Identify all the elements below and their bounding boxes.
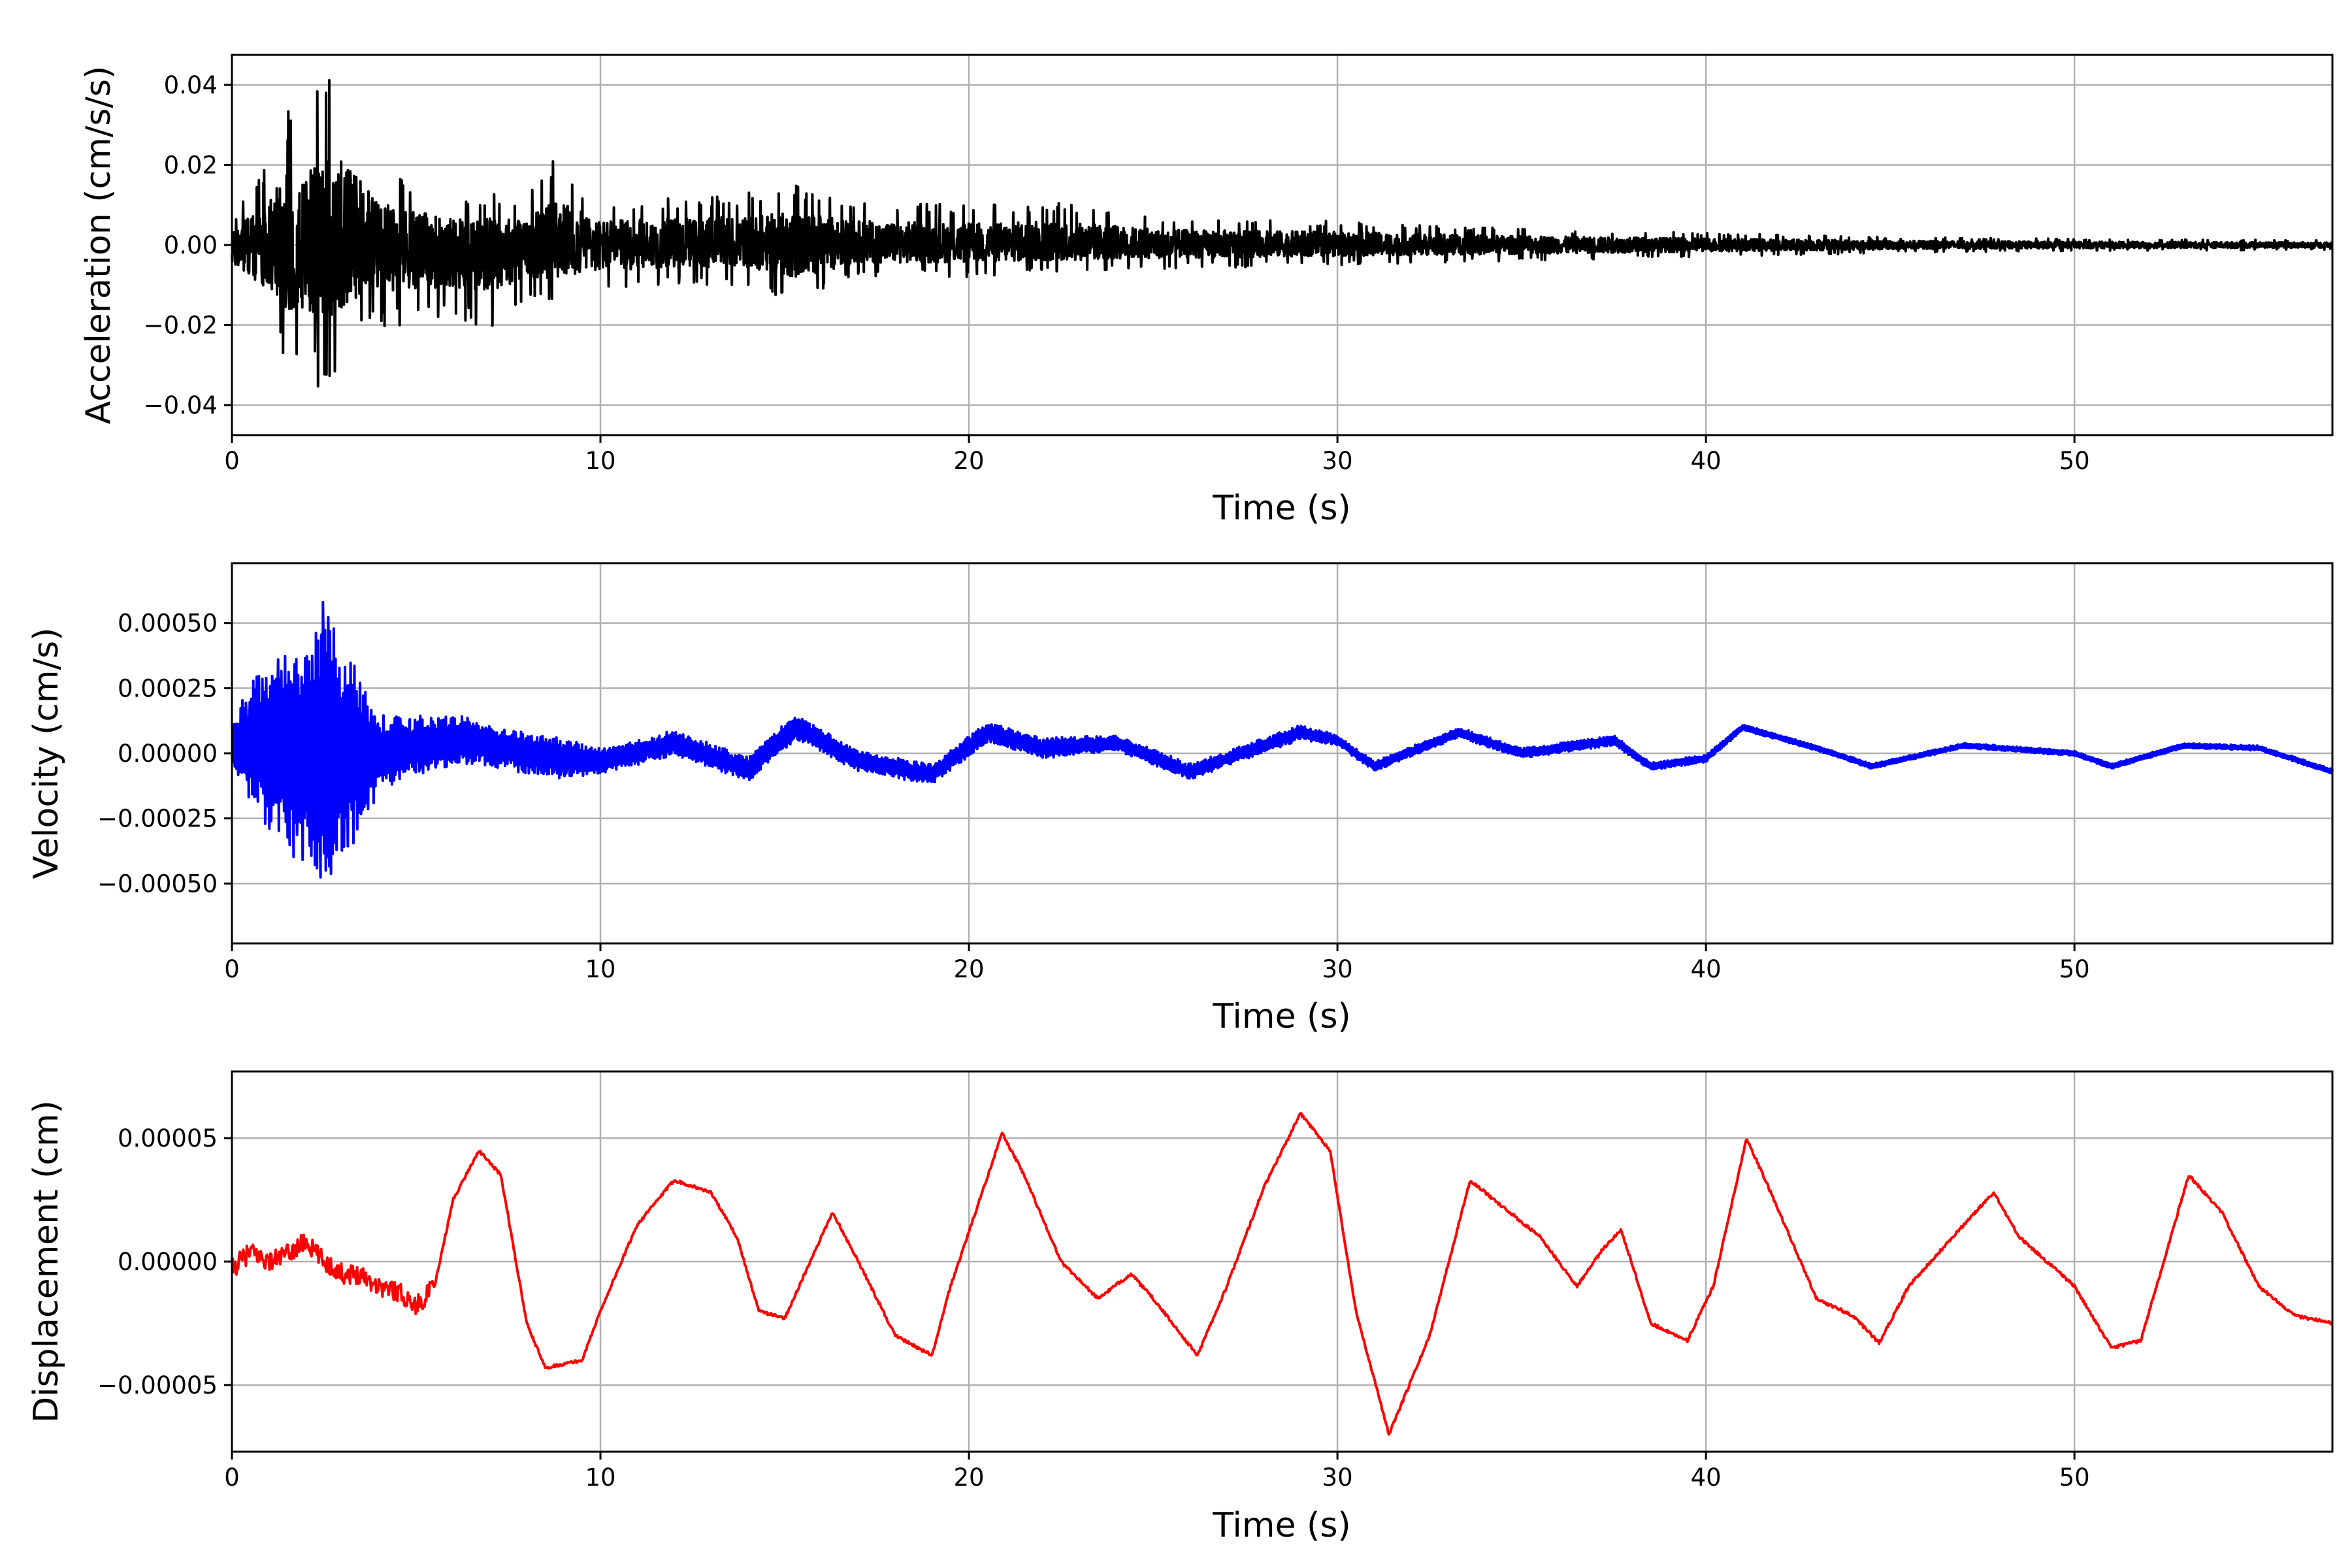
acceleration-y-tick-label: −0.04	[144, 391, 218, 419]
acceleration-y-axis-label: Acceleration (cm/s/s)	[79, 66, 118, 425]
displacement-ticks: 0 10 20 30 40 50 −0.00005 0.00000 0.00005	[97, 1124, 2090, 1492]
acceleration-x-tick-label: 10	[585, 447, 615, 475]
velocity-y-tick-label: 0.00025	[118, 674, 218, 702]
velocity-series	[231, 600, 2334, 879]
acceleration-y-tick-label: 0.02	[164, 151, 218, 179]
acceleration-y-tick-label: 0.04	[164, 71, 218, 99]
acceleration-y-tick-label: −0.02	[144, 312, 218, 340]
velocity-y-tick-label: −0.00050	[97, 870, 218, 898]
displacement-x-tick-label: 0	[224, 1463, 240, 1492]
velocity-ticks: 0 10 20 30 40 50 −0.00050 −0.00025 0.00000 0.0002…	[97, 610, 2090, 983]
displacement-x-tick-label: 40	[1691, 1463, 1722, 1492]
velocity-y-axis-label: Velocity (cm/s)	[27, 628, 66, 879]
acceleration-plot-frame	[231, 54, 2334, 436]
velocity-x-tick-label: 50	[2059, 955, 2090, 983]
displacement-y-axis-label: Displacement (cm)	[27, 1100, 66, 1423]
velocity-x-tick-label: 0	[224, 955, 240, 983]
acceleration-panel: 0 10 20 30 40 50 −0.04 −0.02 0.00 0.02 0.04 Time (…	[79, 54, 2334, 528]
velocity-x-tick-label: 20	[954, 955, 985, 983]
velocity-x-axis-label: Time (s)	[1212, 997, 1350, 1036]
velocity-y-tick-label: 0.00050	[118, 610, 218, 638]
acceleration-y-tick-label: 0.00	[164, 231, 218, 259]
displacement-y-tick-label: 0.00000	[118, 1248, 218, 1276]
displacement-series	[231, 1112, 2334, 1436]
displacement-plot-frame	[231, 1070, 2334, 1453]
acceleration-x-tick-label: 30	[1322, 447, 1353, 475]
displacement-y-tick-label: 0.00005	[118, 1124, 218, 1152]
acceleration-x-tick-label: 50	[2059, 447, 2090, 475]
velocity-y-tick-label: −0.00025	[97, 805, 218, 833]
displacement-x-axis-label: Time (s)	[1212, 1506, 1350, 1545]
displacement-series-line	[231, 1112, 2334, 1436]
velocity-x-tick-label: 10	[585, 955, 615, 983]
displacement-x-tick-label: 10	[585, 1463, 615, 1492]
displacement-grid	[231, 1071, 2332, 1452]
acceleration-x-axis-label: Time (s)	[1212, 489, 1350, 528]
velocity-plot-frame	[231, 562, 2334, 945]
acceleration-ticks: 0 10 20 30 40 50 −0.04 −0.02 0.00 0.02 0.04	[144, 71, 2090, 475]
velocity-x-tick-label: 40	[1691, 955, 1722, 983]
velocity-y-tick-label: 0.00000	[118, 740, 218, 768]
displacement-y-tick-label: −0.00005	[97, 1371, 218, 1399]
displacement-x-tick-label: 50	[2059, 1463, 2090, 1492]
displacement-x-tick-label: 20	[954, 1463, 985, 1492]
displacement-panel: 0 10 20 30 40 50 −0.00005 0.00000 0.00005 Time (…	[27, 1070, 2334, 1545]
displacement-x-tick-label: 30	[1322, 1463, 1353, 1492]
velocity-x-tick-label: 30	[1322, 955, 1353, 983]
acceleration-x-tick-label: 20	[954, 447, 985, 475]
acceleration-x-tick-label: 40	[1691, 447, 1722, 475]
velocity-panel: 0 10 20 30 40 50 −0.00050 −0.00025 0.00000 0.0002…	[27, 562, 2334, 1036]
velocity-series-line	[231, 600, 2334, 879]
acceleration-series	[231, 79, 2334, 388]
acceleration-series-line	[231, 79, 2334, 388]
acceleration-x-tick-label: 0	[224, 447, 240, 475]
